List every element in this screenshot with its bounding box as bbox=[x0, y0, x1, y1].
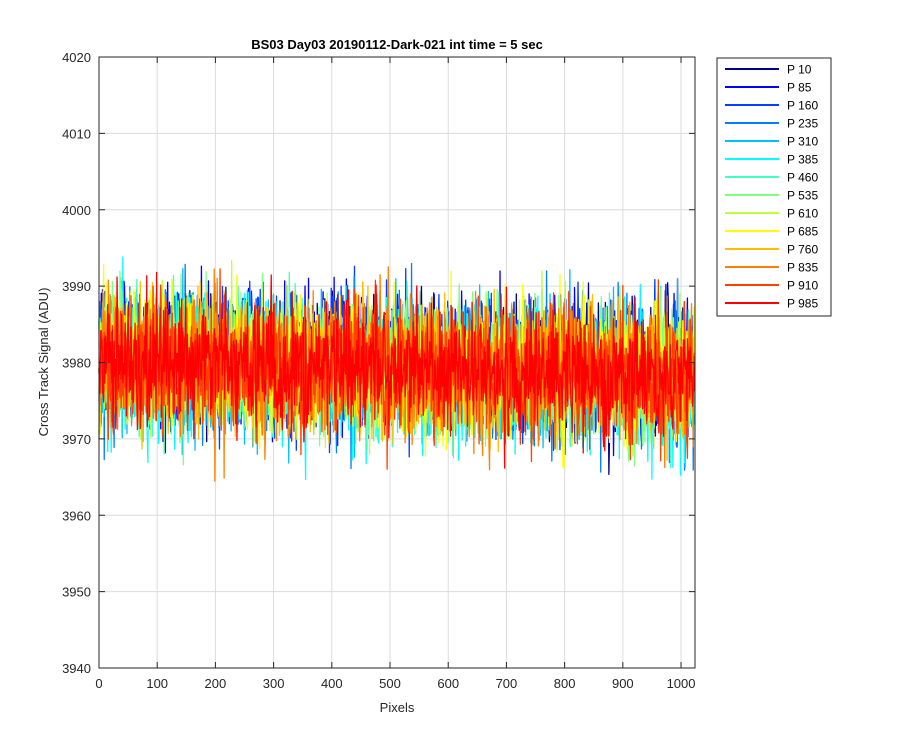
x-tick-label: 700 bbox=[496, 676, 518, 691]
legend-label: P 835 bbox=[787, 261, 818, 275]
x-tick-label: 100 bbox=[146, 676, 168, 691]
y-tick-label: 4010 bbox=[62, 126, 91, 141]
x-tick-label: 400 bbox=[321, 676, 343, 691]
legend-label: P 685 bbox=[787, 225, 818, 239]
y-tick-label: 3960 bbox=[62, 508, 91, 523]
legend-label: P 760 bbox=[787, 243, 818, 257]
tick-labels: 0 100 200 300 400 500 600 700 800 900 1000 3940 3950… bbox=[62, 50, 695, 691]
x-tick-label: 1000 bbox=[667, 676, 696, 691]
y-tick-label: 3980 bbox=[62, 356, 91, 371]
legend-label: P 535 bbox=[787, 189, 818, 203]
legend-label: P 85 bbox=[787, 81, 812, 95]
legend-label: P 235 bbox=[787, 117, 818, 131]
legend-label: P 910 bbox=[787, 279, 818, 293]
legend: P 10 P 85 P 160 P 235 P 310 P 385 P 460 P 535 P … bbox=[716, 57, 832, 317]
x-tick-label: 900 bbox=[612, 676, 634, 691]
x-tick-label: 0 bbox=[95, 676, 102, 691]
legend-label: P 985 bbox=[787, 297, 818, 311]
x-tick-label: 800 bbox=[554, 676, 576, 691]
x-tick-label: 500 bbox=[379, 676, 401, 691]
x-axis-label: Pixels bbox=[380, 700, 415, 715]
axis-ticks bbox=[98, 56, 695, 669]
x-tick-label: 600 bbox=[437, 676, 459, 691]
y-tick-label: 3950 bbox=[62, 585, 91, 600]
y-tick-label: 3940 bbox=[62, 661, 91, 676]
y-tick-label: 4000 bbox=[62, 203, 91, 218]
chart-title: BS03 Day03 20190112-Dark-021 int time = … bbox=[251, 37, 543, 52]
y-tick-label: 3990 bbox=[62, 279, 91, 294]
y-tick-label: 3970 bbox=[62, 432, 91, 447]
series-line-p-985 bbox=[98, 271, 696, 469]
legend-box bbox=[716, 57, 832, 317]
legend-label: P 10 bbox=[787, 63, 812, 77]
x-tick-label: 300 bbox=[263, 676, 285, 691]
y-tick-label: 4020 bbox=[62, 50, 91, 65]
x-tick-label: 200 bbox=[205, 676, 227, 691]
legend-label: P 385 bbox=[787, 153, 818, 167]
plot-area bbox=[98, 256, 696, 482]
legend-label: P 160 bbox=[787, 99, 818, 113]
legend-label: P 610 bbox=[787, 207, 818, 221]
legend-label: P 460 bbox=[787, 171, 818, 185]
y-axis-label: Cross Track Signal (ADU) bbox=[36, 288, 51, 437]
legend-label: P 310 bbox=[787, 135, 818, 149]
